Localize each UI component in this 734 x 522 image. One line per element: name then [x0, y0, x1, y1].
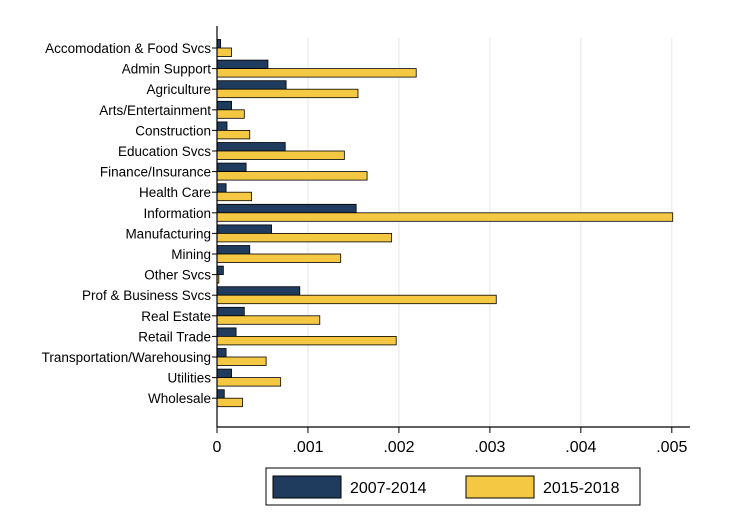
x-tick-label: .002: [383, 439, 414, 456]
axes: [212, 26, 690, 433]
category-label: Agriculture: [146, 82, 211, 97]
x-tick-label: .005: [656, 439, 687, 456]
bar-2015-2018-transportation-warehousing: [216, 356, 267, 366]
category-label: Transportation/Warehousing: [42, 350, 211, 365]
legend-label-2007-2014: 2007-2014: [350, 480, 427, 497]
bar-2007-2014-real-estate: [216, 306, 245, 317]
category-label: Other Svcs: [144, 268, 211, 283]
bar-2015-2018-retail-trade: [216, 335, 397, 346]
bar-2015-2018-wholesale: [216, 397, 243, 408]
category-label: Arts/Entertainment: [99, 103, 211, 118]
bar-2007-2014-construction: [216, 121, 228, 131]
bar-2007-2014-information: [216, 203, 357, 214]
bar-2007-2014-arts-entertainment: [216, 100, 232, 111]
legend: 2007-2014 2015-2018: [265, 467, 641, 506]
category-label: Prof & Business Svcs: [82, 288, 211, 303]
category-label: Retail Trade: [138, 329, 211, 344]
x-tick-label: 0: [213, 439, 222, 456]
bar-2015-2018-construction: [216, 129, 251, 140]
category-label: Accomodation & Food Svcs: [45, 41, 211, 56]
bar-2015-2018-prof-business-svcs: [216, 294, 497, 305]
bar-2007-2014-other-svcs: [216, 265, 224, 276]
bar-2015-2018-health-care: [216, 191, 252, 202]
bar-2015-2018-arts-entertainment: [216, 109, 245, 119]
category-label: Utilities: [167, 371, 211, 386]
category-label: Wholesale: [148, 391, 211, 406]
category-label: Education Svcs: [118, 144, 211, 159]
bar-2015-2018-information: [216, 212, 674, 222]
x-tick-labels: 0 .001 .002 .003 .004 .005: [213, 439, 688, 456]
bar-2007-2014-admin-support: [216, 59, 269, 69]
legend-swatch-2007-2014: [272, 475, 342, 499]
category-label: Construction: [135, 123, 211, 138]
category-label: Admin Support: [122, 62, 212, 77]
category-label: Health Care: [139, 185, 211, 200]
bar-2015-2018-finance-insurance: [216, 171, 368, 181]
grid-lines: [307, 38, 673, 427]
bar-2007-2014-wholesale: [216, 389, 225, 399]
bar-2007-2014-manufacturing: [216, 224, 272, 234]
x-tick-label: .004: [565, 439, 596, 456]
bar-2015-2018-mining: [216, 253, 342, 263]
bar-2007-2014-retail-trade: [216, 327, 237, 337]
bar-2007-2014-utilities: [216, 368, 232, 379]
bar-2007-2014-agriculture: [216, 80, 287, 90]
bar-2015-2018-education-svcs: [216, 150, 345, 160]
bar-2007-2014-mining: [216, 245, 251, 255]
category-label: Information: [143, 206, 211, 221]
category-label: Real Estate: [141, 309, 211, 324]
bar-2015-2018-real-estate: [216, 315, 321, 325]
bar-2007-2014-education-svcs: [216, 142, 286, 152]
bar-2007-2014-prof-business-svcs: [216, 286, 301, 296]
bar-2015-2018-manufacturing: [216, 232, 393, 243]
bar-2015-2018-utilities: [216, 377, 282, 387]
bar-2007-2014-health-care: [216, 183, 227, 193]
bar-2007-2014-finance-insurance: [216, 162, 247, 173]
category-label: Manufacturing: [125, 226, 211, 241]
category-label: Mining: [171, 247, 211, 262]
legend-swatch-2015-2018: [465, 475, 535, 499]
bars: [216, 39, 674, 408]
bar-2015-2018-agriculture: [216, 88, 359, 99]
legend-label-2015-2018: 2015-2018: [543, 480, 620, 497]
bar-2015-2018-admin-support: [216, 68, 417, 78]
category-label: Finance/Insurance: [100, 165, 211, 180]
bar-2007-2014-transportation-warehousing: [216, 348, 227, 358]
category-labels: Accomodation & Food Svcs Admin Support Agr…: [42, 41, 212, 406]
x-tick-label: .001: [292, 439, 323, 456]
x-tick-label: .003: [474, 439, 505, 456]
bar-2015-2018-accomodation-food-svcs: [216, 47, 232, 57]
